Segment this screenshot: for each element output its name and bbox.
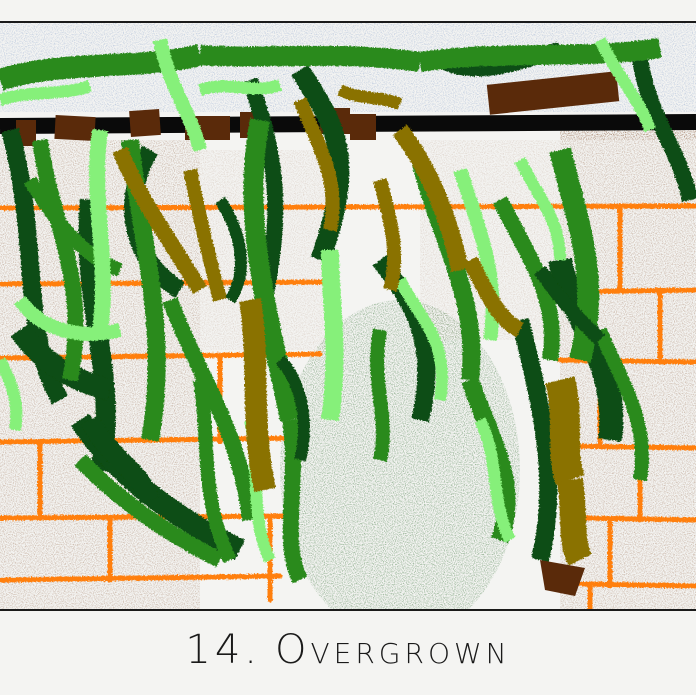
vine-root [540, 560, 585, 596]
vines-light [0, 37, 656, 563]
archway [280, 300, 520, 610]
vines-olive [112, 84, 593, 566]
vines-accent [81, 266, 605, 504]
caption-title: Overgrown [275, 627, 511, 673]
caption-number: 14. [185, 627, 261, 673]
caption: 14. Overgrown [0, 620, 696, 680]
